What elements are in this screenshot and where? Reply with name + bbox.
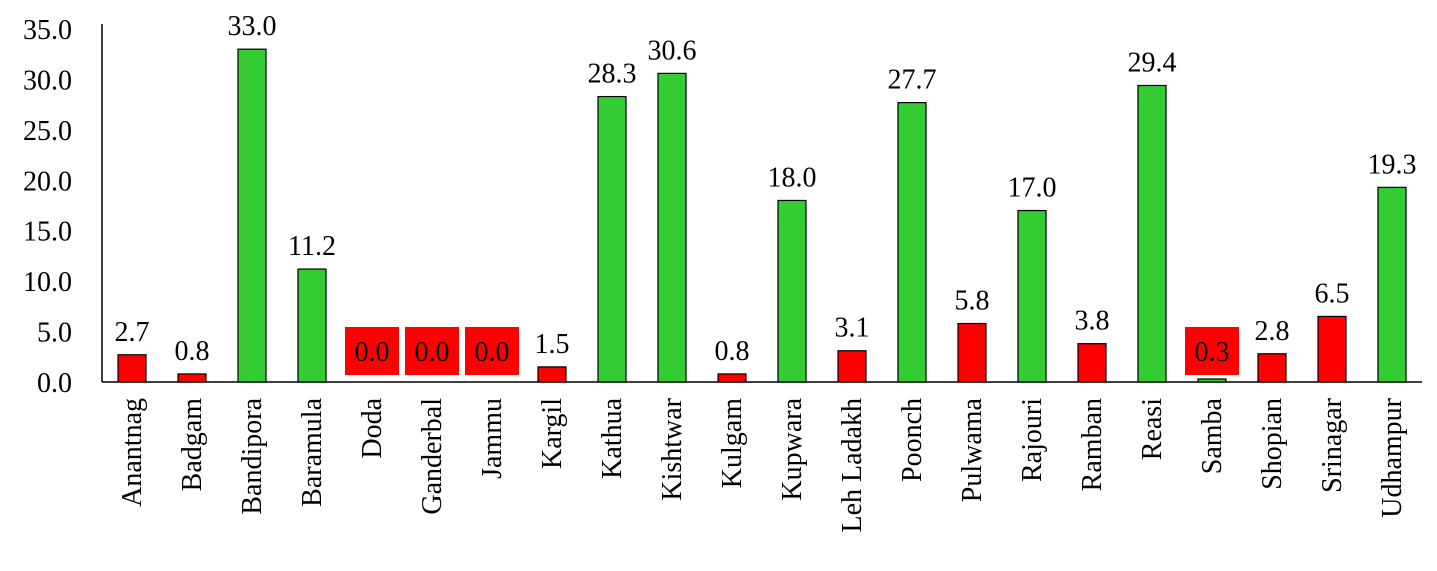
data-label: 33.0 bbox=[228, 11, 277, 42]
data-label: 3.8 bbox=[1075, 306, 1110, 337]
x-category-label: Ramban bbox=[1077, 398, 1108, 491]
x-category-label: Bandipora bbox=[237, 397, 268, 514]
bar-kargil bbox=[537, 366, 567, 383]
data-label: 11.2 bbox=[288, 231, 336, 262]
data-label: 2.7 bbox=[115, 317, 150, 348]
bar-samba bbox=[1197, 378, 1227, 383]
data-label-highlight-box bbox=[465, 327, 519, 375]
bar-badgam bbox=[177, 373, 207, 383]
bar-baramula bbox=[297, 268, 327, 383]
bar-reasi bbox=[1137, 84, 1167, 383]
y-tick-label: 0.0 bbox=[37, 368, 72, 399]
data-labels: 2.7 0.8 33.0 11.2 0.0 0.0 0.0 1.5 28.3 30.6 0.8 18.… bbox=[115, 11, 1417, 368]
y-tick-label: 30.0 bbox=[23, 65, 72, 96]
bar-bandipora bbox=[237, 48, 267, 383]
x-category-label: Poonch bbox=[897, 398, 928, 482]
data-label: 0.3 bbox=[1195, 337, 1230, 368]
bar-srinagar bbox=[1317, 315, 1347, 383]
bar-shopian bbox=[1257, 353, 1287, 383]
data-label: 29.4 bbox=[1128, 47, 1177, 78]
x-category-label: Kishtwar bbox=[657, 397, 688, 500]
x-category-label: Jammu bbox=[477, 398, 508, 479]
data-label: 1.5 bbox=[535, 329, 570, 360]
x-category-label: Ganderbal bbox=[417, 398, 448, 515]
data-label-highlight-box bbox=[345, 327, 399, 375]
bar-kulgam bbox=[717, 373, 747, 383]
bar-kathua bbox=[597, 95, 627, 383]
y-tick-label: 5.0 bbox=[37, 318, 72, 349]
data-label: 5.8 bbox=[955, 286, 990, 317]
bar-kupwara bbox=[777, 199, 807, 383]
bar-poonch bbox=[897, 102, 927, 383]
x-category-label: Rajouri bbox=[1017, 398, 1048, 482]
x-category-label: Samba bbox=[1197, 397, 1228, 474]
bar-ramban bbox=[1077, 343, 1107, 383]
data-label: 0.0 bbox=[475, 337, 510, 368]
x-category-label: Baramula bbox=[297, 397, 328, 506]
data-label: 30.6 bbox=[648, 35, 697, 66]
data-label: 2.8 bbox=[1255, 316, 1290, 347]
x-category-label: Badgam bbox=[177, 398, 208, 492]
data-label: 0.8 bbox=[175, 336, 210, 367]
bars bbox=[117, 48, 1407, 383]
bar-leh-ladakh bbox=[837, 350, 867, 383]
data-label: 19.3 bbox=[1368, 149, 1417, 180]
x-axis-category-labels: Anantnag Badgam Bandipora Baramula Doda Gande… bbox=[117, 397, 1408, 532]
x-category-label: Srinagar bbox=[1317, 397, 1348, 493]
x-category-label: Kupwara bbox=[777, 397, 808, 500]
x-category-label: Kathua bbox=[597, 397, 628, 478]
y-tick-label: 10.0 bbox=[23, 267, 72, 298]
x-category-label: Kargil bbox=[537, 398, 568, 469]
bar-rajouri bbox=[1017, 209, 1047, 383]
y-axis-ticks: 0.0 5.0 10.0 15.0 20.0 25.0 30.0 35.0 bbox=[23, 15, 72, 399]
data-label: 17.0 bbox=[1008, 173, 1057, 204]
x-category-label: Udhampur bbox=[1377, 397, 1408, 517]
x-category-label: Kulgam bbox=[717, 398, 748, 488]
data-label: 28.3 bbox=[588, 59, 637, 90]
x-category-label: Doda bbox=[357, 397, 388, 458]
bar-kishtwar bbox=[657, 72, 687, 383]
data-label: 27.7 bbox=[888, 65, 937, 96]
data-label: 3.1 bbox=[835, 313, 870, 344]
x-category-label: Reasi bbox=[1137, 398, 1168, 460]
data-label-highlights bbox=[345, 327, 1239, 375]
data-label-highlight-box bbox=[405, 327, 459, 375]
data-label: 18.0 bbox=[768, 162, 817, 193]
y-tick-label: 20.0 bbox=[23, 166, 72, 197]
data-label: 0.0 bbox=[355, 337, 390, 368]
y-tick-label: 15.0 bbox=[23, 217, 72, 248]
y-tick-label: 35.0 bbox=[23, 15, 72, 46]
data-label: 6.5 bbox=[1315, 278, 1350, 309]
data-label: 0.8 bbox=[715, 336, 750, 367]
bar-udhampur bbox=[1377, 186, 1407, 383]
x-category-label: Shopian bbox=[1257, 398, 1288, 490]
y-tick-label: 25.0 bbox=[23, 116, 72, 147]
x-category-label: Leh Ladakh bbox=[837, 398, 868, 533]
x-category-label: Anantnag bbox=[117, 398, 148, 507]
bar-pulwama bbox=[957, 322, 987, 383]
x-category-label: Pulwama bbox=[957, 397, 988, 502]
bar-anantnag bbox=[117, 354, 147, 383]
data-label: 0.0 bbox=[415, 337, 450, 368]
data-label-highlight-box bbox=[1185, 327, 1239, 375]
